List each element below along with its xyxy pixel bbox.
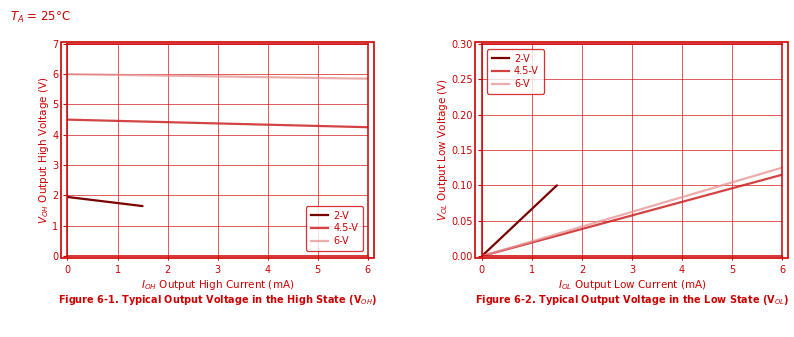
Legend: 2-V, 4.5-V, 6-V: 2-V, 4.5-V, 6-V <box>487 49 544 94</box>
X-axis label: $I_{OH}$ Output High Current (mA): $I_{OH}$ Output High Current (mA) <box>141 278 295 292</box>
Legend: 2-V, 4.5-V, 6-V: 2-V, 4.5-V, 6-V <box>306 206 363 251</box>
Y-axis label: $V_{OH}$ Output High Voltage (V): $V_{OH}$ Output High Voltage (V) <box>37 76 51 224</box>
X-axis label: $I_{OL}$ Output Low Current (mA): $I_{OL}$ Output Low Current (mA) <box>557 278 707 292</box>
Text: $T_A$ = 25°C: $T_A$ = 25°C <box>10 10 71 25</box>
Text: Figure 6-2. Typical Output Voltage in the Low State (V$_{OL}$): Figure 6-2. Typical Output Voltage in th… <box>475 293 789 307</box>
Text: Figure 6-1. Typical Output Voltage in the High State (V$_{OH}$): Figure 6-1. Typical Output Voltage in th… <box>58 293 377 307</box>
Y-axis label: $V_{OL}$ Output Low Voltage (V): $V_{OL}$ Output Low Voltage (V) <box>436 79 449 221</box>
